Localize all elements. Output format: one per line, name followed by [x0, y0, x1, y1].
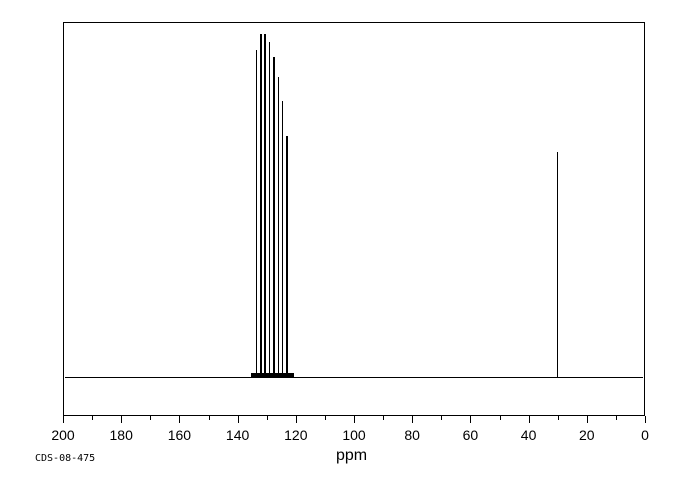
x-tick-major	[529, 416, 530, 423]
x-tick-minor	[616, 416, 617, 420]
spectrum-peak	[260, 34, 262, 377]
x-tick-minor	[383, 416, 384, 420]
x-tick-major	[354, 416, 355, 423]
x-tick-label: 140	[226, 427, 249, 443]
x-tick-label: 80	[404, 427, 420, 443]
x-tick-major	[412, 416, 413, 423]
spectrum-peak	[264, 34, 266, 377]
x-axis-title: ppm	[336, 447, 367, 465]
spectrum-peak	[557, 152, 559, 377]
x-tick-major	[179, 416, 180, 423]
x-tick-minor	[150, 416, 151, 420]
spectrum-peak	[282, 101, 284, 377]
x-tick-minor	[325, 416, 326, 420]
x-tick-label: 200	[51, 427, 74, 443]
x-tick-label: 20	[579, 427, 595, 443]
spectrum-peak	[269, 42, 271, 377]
x-tick-major	[645, 416, 646, 423]
x-tick-minor	[267, 416, 268, 420]
x-tick-label: 40	[521, 427, 537, 443]
x-tick-major	[296, 416, 297, 423]
x-tick-minor	[558, 416, 559, 420]
sample-id-label: CDS-08-475	[35, 453, 95, 464]
spectrum-peak	[286, 136, 288, 376]
spectrum-baseline	[65, 377, 643, 379]
spectrum-peak-base	[251, 373, 295, 376]
x-tick-label: 100	[342, 427, 365, 443]
x-tick-label: 160	[168, 427, 191, 443]
spectrum-peak	[278, 77, 280, 376]
x-tick-major	[121, 416, 122, 423]
x-tick-minor	[209, 416, 210, 420]
x-tick-major	[238, 416, 239, 423]
spectrum-peak	[256, 50, 258, 377]
x-tick-label: 60	[463, 427, 479, 443]
x-tick-minor	[441, 416, 442, 420]
x-tick-label: 180	[110, 427, 133, 443]
x-tick-major	[587, 416, 588, 423]
x-tick-minor	[500, 416, 501, 420]
x-tick-minor	[92, 416, 93, 420]
x-tick-major	[63, 416, 64, 423]
x-tick-label: 0	[641, 427, 649, 443]
x-tick-major	[470, 416, 471, 423]
x-tick-label: 120	[284, 427, 307, 443]
spectrum-peak	[273, 57, 275, 376]
